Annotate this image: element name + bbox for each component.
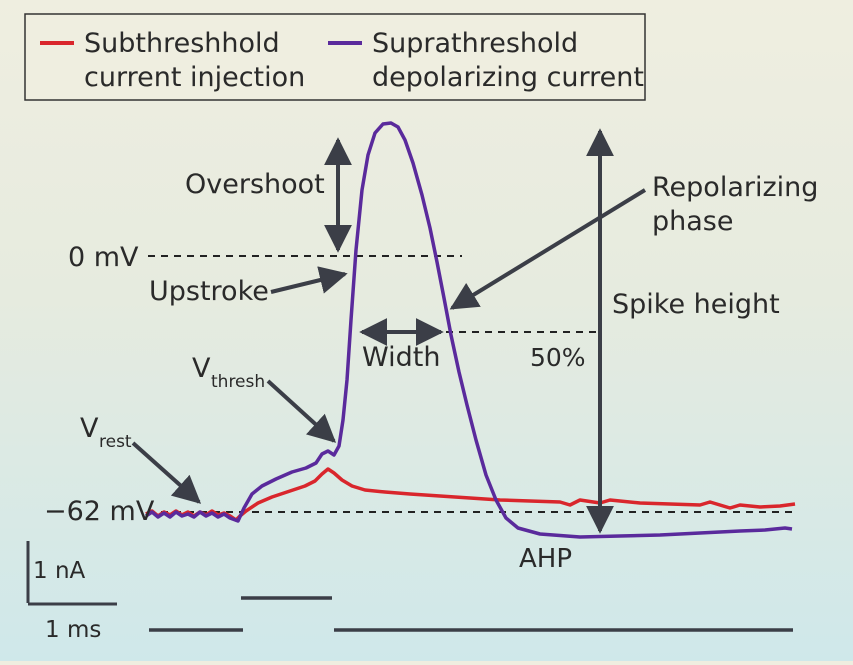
upstroke-arrow xyxy=(270,266,348,294)
ahp-label: AHP xyxy=(519,544,572,574)
v-thresh-main: V xyxy=(192,353,211,384)
legend-label-subthreshold-line2: current injection xyxy=(84,62,305,93)
spike-height-label: Spike height xyxy=(612,289,780,320)
current-scale-label: 1 nA xyxy=(33,558,86,584)
scale-bars xyxy=(26,541,117,606)
legend: Subthreshhold current injection Suprathr… xyxy=(24,13,646,101)
v-rest-subscript: rest xyxy=(99,432,132,452)
annotation-arrows xyxy=(131,128,647,534)
repolarizing-label-line1: Repolarizing xyxy=(652,172,818,203)
width-label: Width xyxy=(362,342,440,373)
legend-label-suprathreshold-line1: Suprathreshold xyxy=(372,28,578,59)
v-rest-label: V rest xyxy=(80,413,132,452)
overshoot-label: Overshoot xyxy=(185,169,325,200)
v-rest-main: V xyxy=(80,413,99,444)
repolarizing-arrow xyxy=(449,188,647,310)
time-scale-label: 1 ms xyxy=(45,617,101,643)
legend-box xyxy=(24,13,646,101)
rest-mv-label: −62 mV xyxy=(44,496,155,527)
stimulus-protocol xyxy=(149,596,793,632)
v-thresh-label: V thresh xyxy=(192,353,265,392)
v-rest-arrow xyxy=(131,441,202,504)
upstroke-label: Upstroke xyxy=(149,276,269,307)
v-thresh-arrow xyxy=(266,379,337,443)
repolarizing-label-line2: phase xyxy=(652,206,733,237)
v-thresh-subscript: thresh xyxy=(211,372,265,392)
legend-label-suprathreshold-line2: depolarizing current xyxy=(372,62,644,93)
suprathreshold-trace xyxy=(145,121,793,539)
fifty-percent-label: 50% xyxy=(530,343,586,372)
zero-mv-label: 0 mV xyxy=(68,242,139,273)
legend-label-subthreshold-line1: Subthreshhold xyxy=(84,28,280,59)
